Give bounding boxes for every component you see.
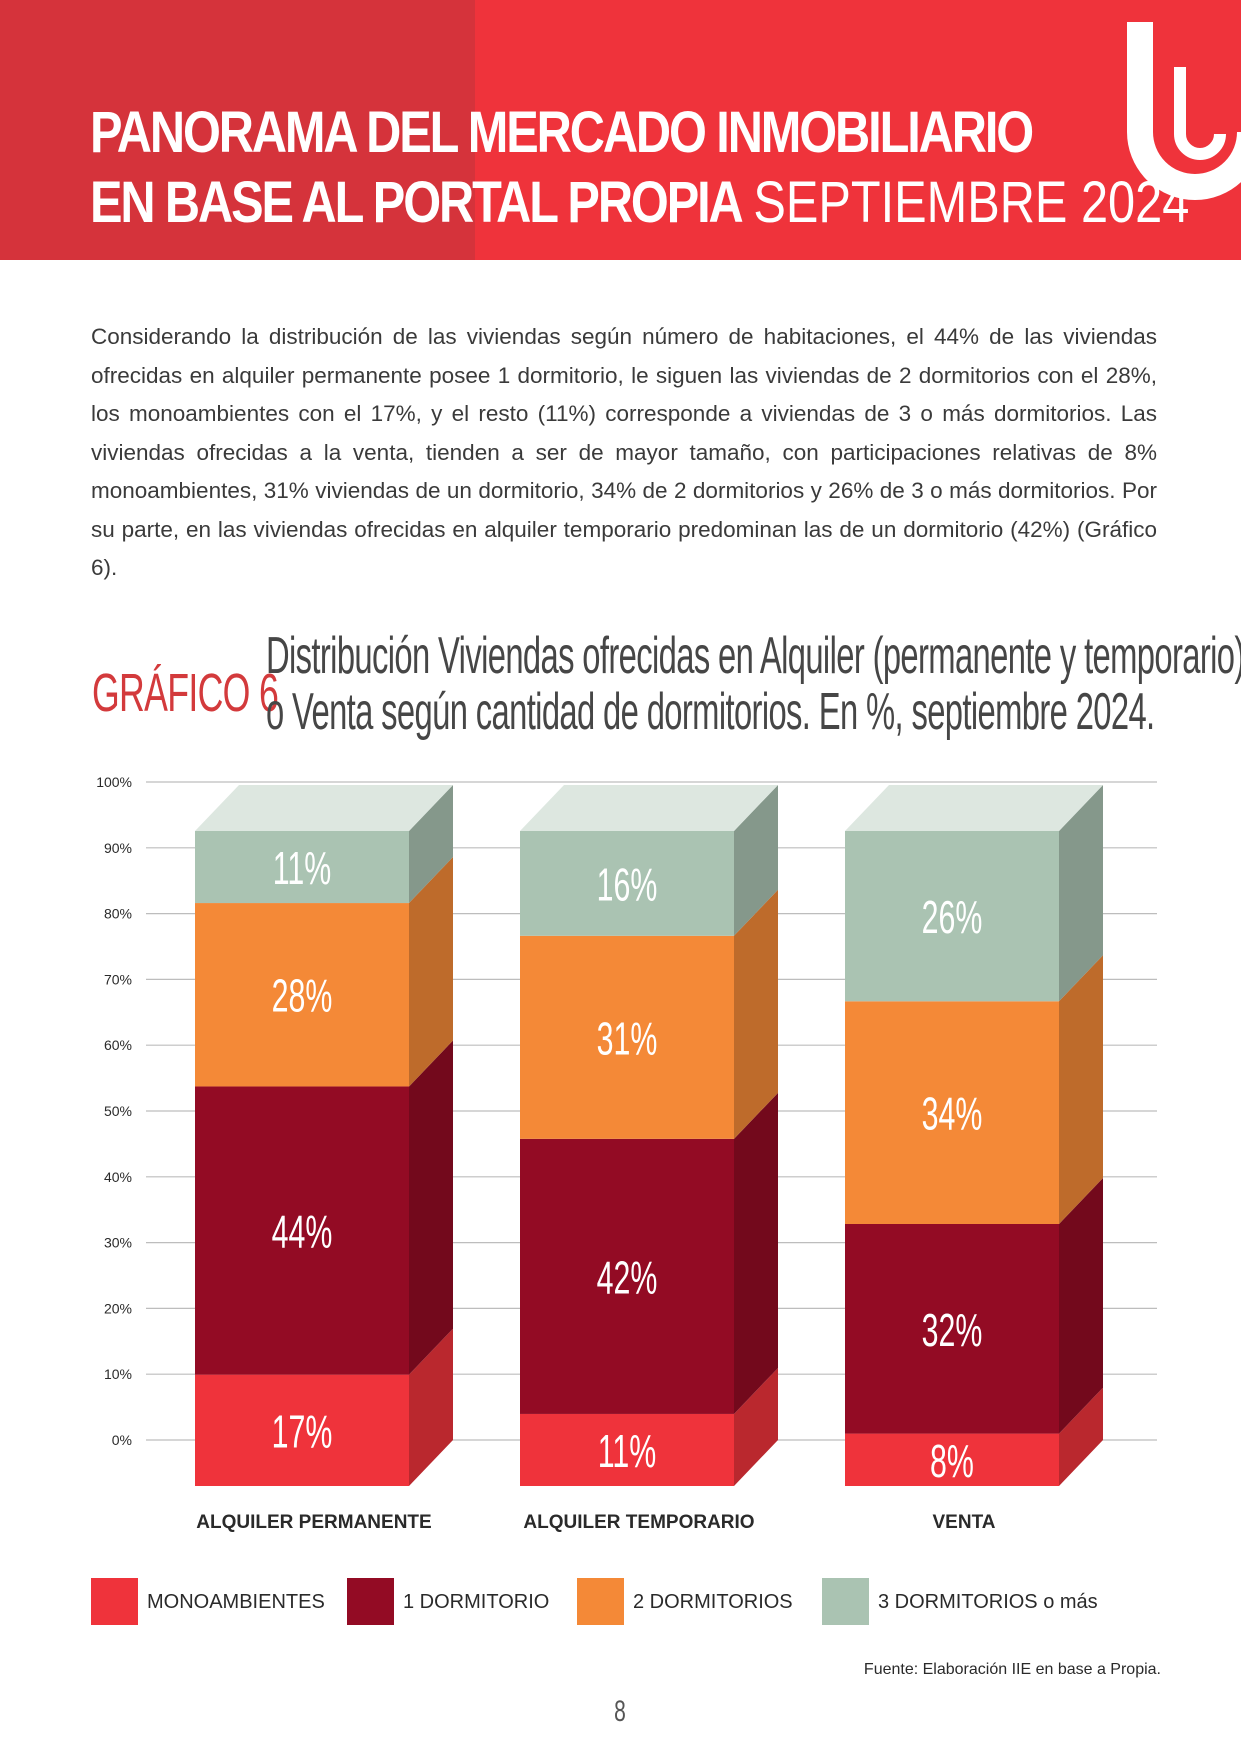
header-title-line2-text: EN BASE AL PORTAL PROPIA xyxy=(90,170,744,235)
bar-segment-side xyxy=(734,889,778,1139)
legend-label-2-dormitorios: 2 DORMITORIOS xyxy=(633,1591,793,1613)
x-category-label: VENTA xyxy=(933,1512,996,1533)
header-banner: PANORAMA DEL MERCADO INMOBILIARIO EN BAS… xyxy=(0,0,1241,260)
bar-segment-front xyxy=(520,831,734,936)
bar-segment-side xyxy=(734,1092,778,1414)
x-category-label: ALQUILER TEMPORARIO xyxy=(523,1512,754,1533)
bar-data-label: 32% xyxy=(922,1306,983,1357)
bar-data-label: 11% xyxy=(273,844,332,895)
x-category-label: ALQUILER PERMANENTE xyxy=(196,1512,431,1533)
stacked-bar-chart: 0% 10% 20% 30% 40% 50% 60% 70% 80% 90% 100% 17% 44% 2… xyxy=(96,774,1157,1533)
y-tick-label: 10% xyxy=(104,1366,132,1382)
y-tick-label: 40% xyxy=(104,1169,132,1185)
header-title-date: SEPTIEMBRE 2024 xyxy=(753,170,1190,235)
bar-segment-side xyxy=(409,1328,453,1486)
body-paragraph: Considerando la distribución de las vivi… xyxy=(91,324,1157,580)
bar-segment-front xyxy=(520,1413,734,1486)
y-tick-label: 50% xyxy=(104,1103,132,1119)
y-tick-label: 20% xyxy=(104,1300,132,1316)
chart-label: GRÁFICO 6 xyxy=(92,663,279,723)
header-title: PANORAMA DEL MERCADO INMOBILIARIO EN BAS… xyxy=(90,98,1189,238)
bar-data-label: 34% xyxy=(922,1090,983,1141)
chart-title-line2: o Venta según cantidad de dormitorios. E… xyxy=(266,683,1155,741)
legend-swatch-3-dormitorios xyxy=(822,1578,869,1625)
bar-segment-side xyxy=(1059,1178,1103,1434)
propia-u-logo-icon xyxy=(1127,22,1241,200)
chart-title-line1: Distribución Viviendas ofrecidas en Alqu… xyxy=(266,627,1241,685)
y-tick-label: 70% xyxy=(104,971,132,987)
header-shade xyxy=(0,0,475,260)
legend-swatch-1-dormitorio xyxy=(347,1578,394,1625)
y-tick-label: 100% xyxy=(96,774,132,790)
bar-segment-front xyxy=(845,1224,1059,1434)
bar-data-label: 42% xyxy=(597,1253,658,1304)
bar-segment-side xyxy=(1059,1387,1103,1486)
bar-segment-side xyxy=(409,1040,453,1375)
legend-label-1-dormitorio: 1 DORMITORIO xyxy=(403,1591,550,1613)
bar-top-face xyxy=(520,785,778,831)
bar-segment-side xyxy=(409,857,453,1087)
bar-segment-side xyxy=(409,785,453,904)
bar-segment-side xyxy=(734,785,778,936)
bar-segment-side xyxy=(1059,785,1103,1002)
y-tick-label: 0% xyxy=(112,1432,132,1448)
bar-segment-side xyxy=(1059,955,1103,1224)
y-tick-label: 60% xyxy=(104,1037,132,1053)
legend-swatch-2-dormitorios xyxy=(577,1578,624,1625)
bar-segment-front xyxy=(845,1433,1059,1486)
bar-data-label: 16% xyxy=(597,860,658,911)
bar-data-label: 26% xyxy=(922,893,983,944)
header-title-line1: PANORAMA DEL MERCADO INMOBILIARIO xyxy=(90,100,1034,165)
bar-segment-front xyxy=(195,1086,409,1375)
bar-segment-front xyxy=(520,935,734,1139)
page-number: 8 xyxy=(614,1695,626,1728)
chart-title: Distribución Viviendas ofrecidas en Alqu… xyxy=(266,628,1241,740)
bar-data-label: 17% xyxy=(272,1407,333,1458)
bar-segment-front xyxy=(195,831,409,904)
y-tick-label: 80% xyxy=(104,906,132,922)
bar-segment-side xyxy=(734,1367,778,1486)
bar-segment-front xyxy=(195,903,409,1087)
y-tick-label: 90% xyxy=(104,840,132,856)
bar-data-label: 44% xyxy=(272,1207,333,1258)
bar-data-label: 31% xyxy=(597,1014,658,1065)
legend-label-3-dormitorios: 3 DORMITORIOS o más xyxy=(878,1591,1098,1613)
bar-segment-front xyxy=(520,1138,734,1414)
bar-segment-front xyxy=(195,1374,409,1486)
legend-label-monoambientes: MONOAMBIENTES xyxy=(147,1591,325,1613)
source-note: Fuente: Elaboración IIE en base a Propia… xyxy=(863,1661,1161,1678)
legend-swatch-monoambientes xyxy=(91,1578,138,1625)
bar-segment-front xyxy=(845,831,1059,1002)
bar-segment-front xyxy=(845,1001,1059,1224)
y-tick-label: 30% xyxy=(104,1235,132,1251)
bar-data-label: 11% xyxy=(598,1427,657,1478)
bar-data-label: 28% xyxy=(272,972,333,1023)
bar-data-label: 8% xyxy=(930,1437,974,1488)
header-title-line2: EN BASE AL PORTAL PROPIA SEPTIEMBRE 2024 xyxy=(90,168,1189,238)
bar-top-face xyxy=(195,785,453,831)
bar-top-face xyxy=(845,785,1103,831)
